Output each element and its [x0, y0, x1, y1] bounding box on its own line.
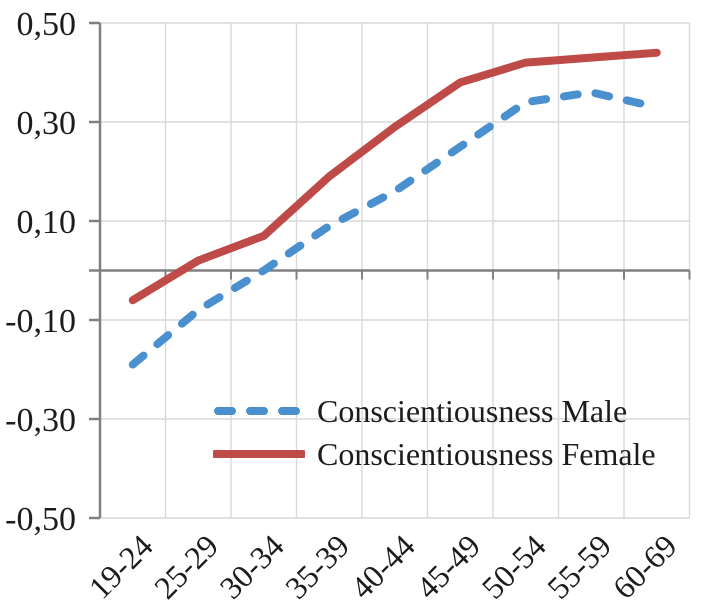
x-tick-label: 30-34: [212, 527, 290, 605]
x-tick-label: 19-24: [81, 527, 159, 605]
y-tick-label: 0,10: [17, 204, 77, 241]
x-tick-label: 35-39: [278, 527, 356, 605]
legend-label-male: Conscientiousness Male: [317, 392, 628, 429]
y-tick-label: -0,10: [5, 303, 76, 340]
x-tick-label: 45-49: [409, 527, 487, 605]
x-tick-label: 40-44: [343, 527, 421, 605]
male-series-dashed-line-icon: [214, 406, 304, 415]
x-tick-label: 55-59: [540, 527, 618, 605]
y-axis: [89, 21, 102, 520]
x-tick-label: 50-54: [474, 527, 552, 605]
legend-item-female: Conscientiousness Female: [213, 432, 656, 475]
y-tick-labels: 0,50 0,30 0,10 -0,10 -0,30 -0,50: [5, 6, 76, 538]
y-tick-label: 0,50: [17, 6, 77, 43]
y-tick-label: -0,50: [5, 501, 76, 538]
series-line-male: [128, 88, 661, 369]
x-tick-label: 25-29: [147, 527, 225, 605]
x-tick-labels: 19-2425-2930-3435-3940-4445-4950-5455-59…: [81, 527, 683, 605]
y-tick-label: 0,30: [17, 105, 77, 142]
series-line-female: [128, 48, 661, 305]
legend-item-male: Conscientiousness Male: [213, 389, 656, 432]
legend: Conscientiousness Male Conscientiousness…: [213, 389, 656, 475]
female-series-solid-line-icon: [213, 449, 305, 458]
x-tick-label: 60-69: [605, 527, 683, 605]
y-tick-label: -0,30: [5, 402, 76, 439]
legend-label-female: Conscientiousness Female: [317, 435, 656, 472]
